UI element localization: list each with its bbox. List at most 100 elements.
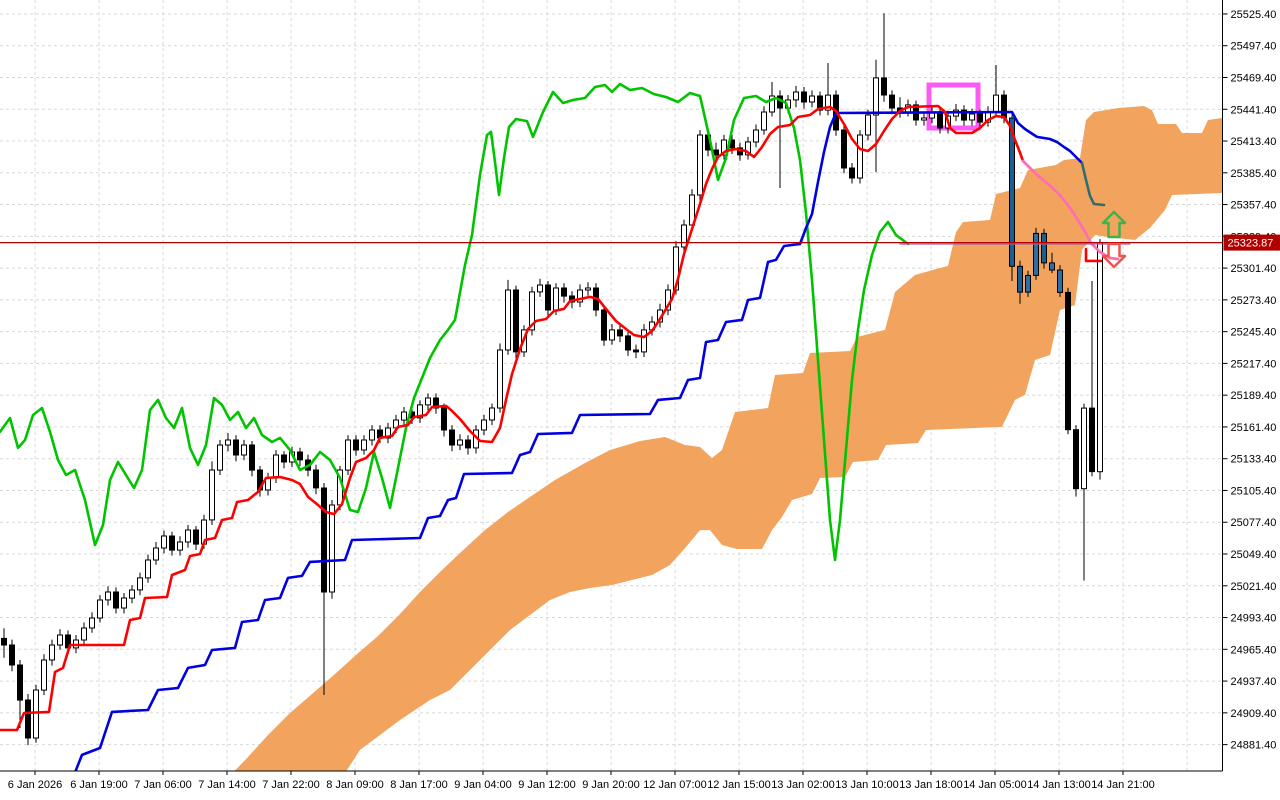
candle-body — [1009, 117, 1015, 267]
candle-body — [969, 113, 975, 121]
x-axis-label: 14 Jan 13:00 — [1027, 779, 1091, 791]
y-axis-label: 25077.40 — [1231, 517, 1277, 529]
candle-body — [489, 407, 495, 421]
tenkan-sen-line — [0, 104, 1025, 732]
x-axis-label: 9 Jan 04:00 — [454, 779, 512, 791]
candle-body — [401, 411, 407, 421]
candle-body — [753, 129, 759, 143]
candle-body — [241, 444, 247, 456]
y-axis-label: 25245.40 — [1231, 327, 1277, 339]
candle-body — [185, 529, 191, 543]
candle-body — [961, 109, 967, 121]
y-axis-label: 25525.40 — [1231, 9, 1277, 21]
candle-body — [97, 599, 103, 619]
candle-body — [857, 134, 863, 179]
candle-body — [641, 329, 647, 353]
bottom-axis-area — [0, 771, 1280, 800]
candle-body — [137, 577, 143, 591]
candle-body — [161, 535, 167, 549]
candle-body — [585, 287, 591, 291]
right-axis-area — [1222, 0, 1280, 800]
candle-body — [273, 454, 279, 479]
candle-body — [513, 289, 519, 353]
candle-body — [625, 335, 631, 351]
candle-body — [721, 139, 727, 156]
x-axis-label: 9 Jan 12:00 — [518, 779, 576, 791]
candle-body — [193, 529, 199, 545]
candle-body — [849, 167, 855, 179]
candle-body — [9, 644, 15, 666]
red-tail-line — [1084, 247, 1103, 263]
candle-body — [881, 77, 887, 96]
candle-body — [249, 444, 255, 471]
y-axis-label: 25497.40 — [1231, 41, 1277, 53]
candle-body — [81, 627, 87, 641]
candle-body — [449, 429, 455, 446]
candle-body — [801, 91, 807, 103]
candle-body — [617, 329, 623, 337]
candle-body — [41, 659, 47, 691]
current-price-tag — [1223, 234, 1280, 251]
candle-body — [561, 287, 567, 297]
y-axis-label: 24993.40 — [1231, 613, 1277, 625]
candle-body — [1001, 94, 1007, 119]
candle-body — [217, 444, 223, 471]
candle-body — [297, 451, 303, 461]
x-axis-label: 14 Jan 05:00 — [963, 779, 1027, 791]
candle-body — [25, 699, 31, 739]
candle-body — [1017, 265, 1023, 293]
x-axis-label: 13 Jan 02:00 — [771, 779, 835, 791]
candle-body — [825, 94, 831, 111]
candle-body — [345, 439, 351, 471]
candle-body — [353, 439, 359, 451]
candle-body — [329, 504, 335, 593]
candle-body — [1097, 242, 1103, 473]
kijun-sen-line — [70, 110, 1084, 782]
x-axis-label: 12 Jan 15:00 — [707, 779, 771, 791]
candle-body — [105, 591, 111, 601]
y-axis-label: 25105.40 — [1231, 485, 1277, 497]
candle-body — [465, 439, 471, 449]
candle-body — [993, 94, 999, 113]
x-axis-label: 8 Jan 17:00 — [390, 779, 448, 791]
y-axis-label: 24965.40 — [1231, 644, 1277, 656]
y-axis-label: 25301.40 — [1231, 263, 1277, 275]
candle-body — [57, 634, 63, 646]
x-axis-label: 9 Jan 20:00 — [582, 779, 640, 791]
kijun-extension-teal-line — [1080, 161, 1106, 207]
candle-body — [1089, 407, 1095, 473]
candle-body — [809, 95, 815, 103]
candle-body — [177, 541, 183, 551]
candle-body — [457, 439, 463, 446]
candle-body — [697, 134, 703, 196]
candle-body — [1073, 429, 1079, 490]
candle-body — [553, 287, 559, 311]
candle-body — [817, 95, 823, 111]
candle-body — [129, 589, 135, 599]
candle-body — [497, 349, 503, 409]
y-axis-label: 24881.40 — [1231, 740, 1277, 752]
candle-body — [921, 117, 927, 121]
x-axis-label: 13 Jan 18:00 — [899, 779, 963, 791]
candle-body — [633, 349, 639, 353]
pink-ma-line — [1021, 159, 1120, 261]
x-axis-label: 14 Jan 21:00 — [1091, 779, 1155, 791]
candle-body — [545, 284, 551, 311]
x-axis-label: 6 Jan 2026 — [8, 779, 62, 791]
candle-body — [113, 591, 119, 609]
down-arrow-annotation[interactable] — [1101, 242, 1127, 269]
y-axis-label: 25161.40 — [1231, 422, 1277, 434]
candle-body — [153, 547, 159, 561]
candle-body — [145, 559, 151, 579]
up-arrow-annotation[interactable] — [1101, 210, 1127, 239]
candle-body — [233, 439, 239, 456]
candle-body — [873, 77, 879, 116]
candle-body — [17, 664, 23, 701]
candle-body — [481, 419, 487, 431]
candle-body — [713, 149, 719, 156]
candle-body — [841, 129, 847, 169]
kumo-cloud — [225, 106, 1222, 781]
candle-body — [225, 439, 231, 446]
